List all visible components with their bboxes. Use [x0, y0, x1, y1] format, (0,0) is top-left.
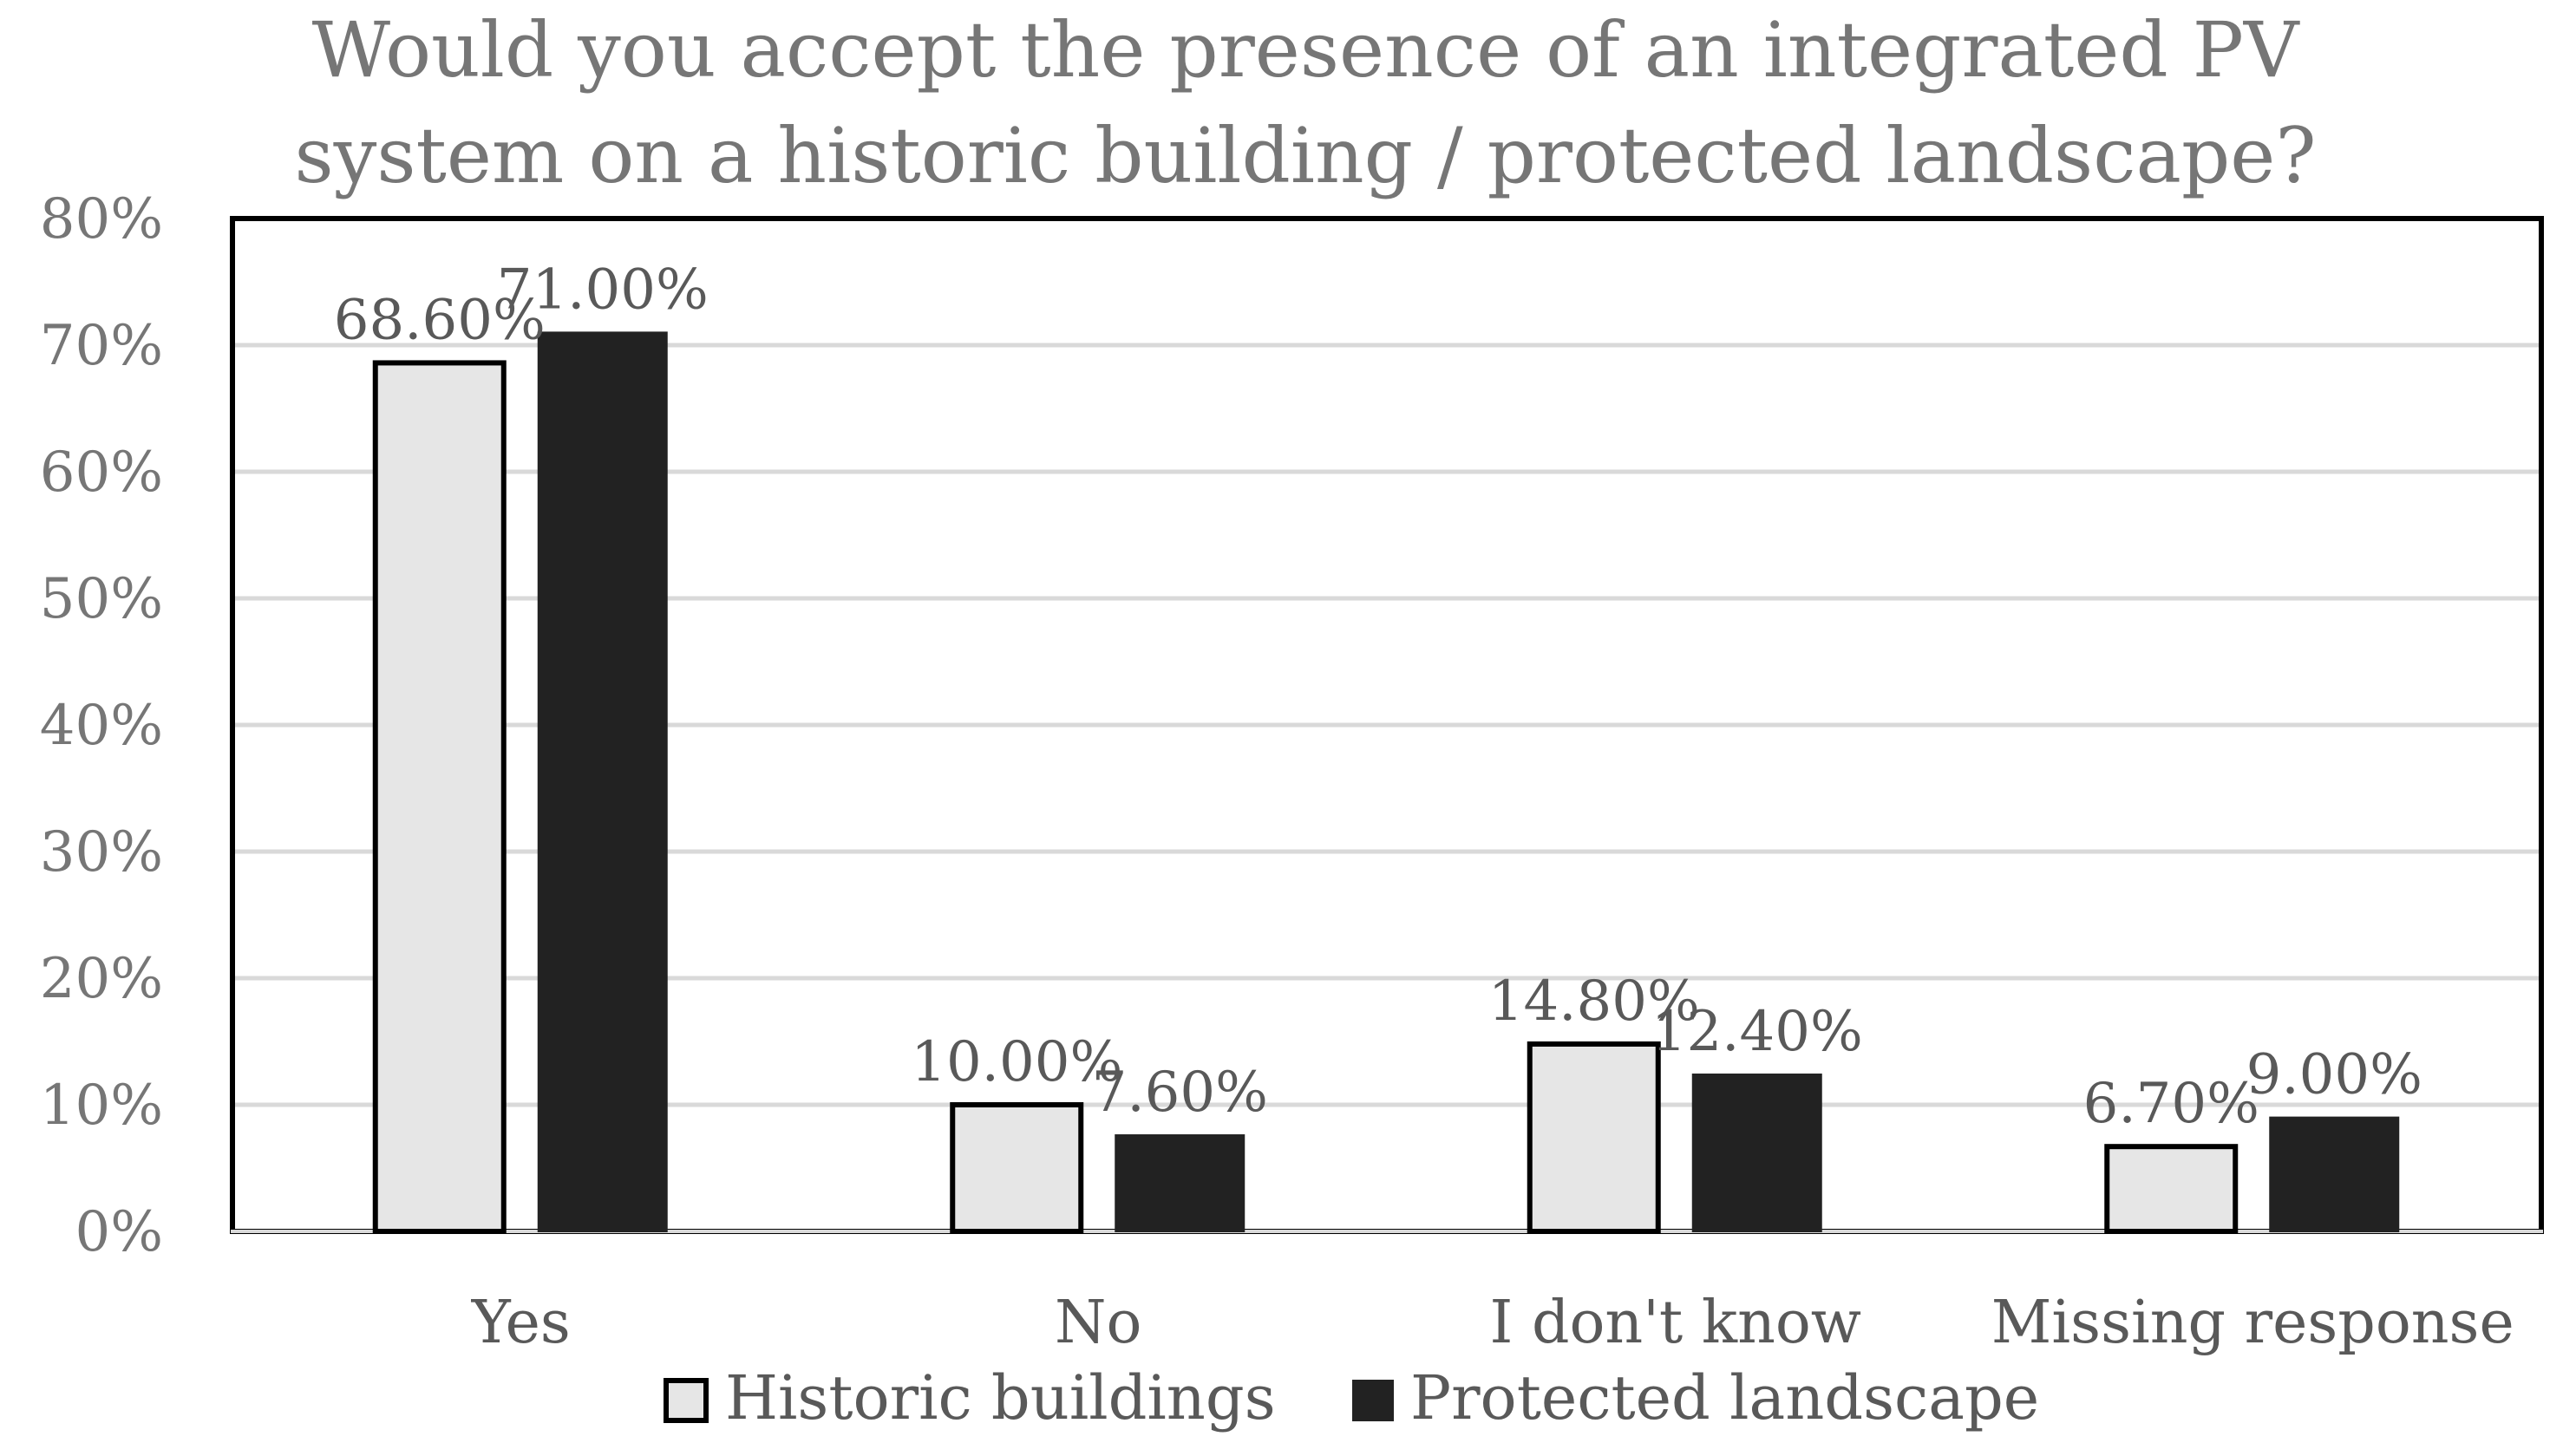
y-tick-label: 10% [40, 1074, 163, 1138]
x-category-label: Missing response [1991, 1289, 2514, 1357]
data-label: 68.60% [334, 288, 546, 352]
y-tick-label: 60% [40, 441, 163, 505]
data-label: 10.00% [911, 1030, 1122, 1094]
y-tick-label: 20% [40, 947, 163, 1011]
bar-protected-landscape [1115, 1134, 1246, 1233]
data-label: 71.00% [497, 258, 709, 322]
legend-swatch [664, 1378, 709, 1423]
chart-title-line-1: Would you accept the presence of an inte… [312, 5, 2300, 95]
x-axis: Yes No I don't know Missing response [471, 1289, 2514, 1357]
data-label: 14.80% [1488, 970, 1700, 1034]
data-label: 6.70% [2083, 1072, 2259, 1136]
data-labels: 68.60%71.00% 10.00%7.60% 14.80%12.40% 6.70%… [334, 258, 2422, 1136]
chart-title: Would you accept the presence of an inte… [294, 5, 2316, 200]
legend-swatch [1352, 1380, 1394, 1421]
y-tick-label: 70% [40, 314, 163, 378]
bar-historic-buildings [1527, 1041, 1661, 1235]
y-tick-label: 80% [40, 187, 163, 251]
bars [372, 331, 2400, 1235]
y-axis: 0% 10% 20% 30% 40% 50% 60% 70% 80% [40, 187, 163, 1264]
data-label: 7.60% [1092, 1061, 1268, 1125]
y-tick-label: 50% [40, 567, 163, 631]
x-category-label: Yes [471, 1289, 571, 1357]
x-category-label: I don't know [1489, 1289, 1861, 1357]
bar-historic-buildings [2104, 1144, 2239, 1235]
bar-historic-buildings [372, 360, 507, 1234]
y-tick-label: 0% [75, 1200, 163, 1264]
data-label: 9.00% [2246, 1043, 2422, 1107]
bar-protected-landscape [537, 331, 668, 1232]
data-label: 12.40% [1651, 1000, 1863, 1064]
bar-protected-landscape [1691, 1073, 1822, 1232]
legend: Historic buildings Protected landscape [664, 1362, 2039, 1433]
bar-historic-buildings [950, 1102, 1084, 1234]
chart-title-line-2: system on a historic building / protecte… [294, 111, 2316, 200]
y-tick-label: 40% [40, 694, 163, 758]
legend-label: Historic buildings [725, 1362, 1276, 1433]
legend-label: Protected landscape [1410, 1362, 2039, 1433]
bar-protected-landscape [2269, 1116, 2400, 1232]
x-category-label: No [1055, 1289, 1141, 1357]
y-tick-label: 30% [40, 820, 163, 885]
